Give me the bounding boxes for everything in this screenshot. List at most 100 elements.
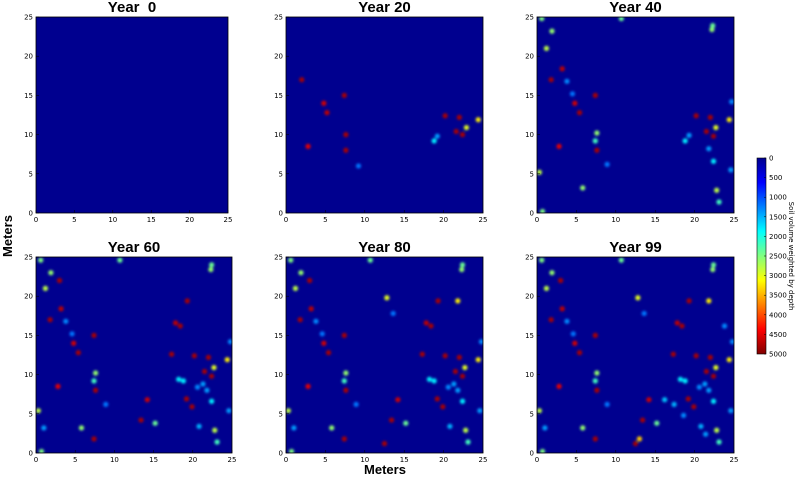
heatmap-point xyxy=(726,357,732,363)
heatmap-point xyxy=(440,404,446,410)
heatmap-point xyxy=(580,425,586,431)
heatmap-point xyxy=(75,350,81,356)
heatmap-point xyxy=(208,266,214,273)
heatmap-point xyxy=(559,66,565,72)
heatmap-point xyxy=(447,423,453,429)
heatmap-hotspots xyxy=(537,17,734,213)
x-tick-label: 25 xyxy=(224,216,233,224)
heatmap-point xyxy=(670,351,676,357)
heatmap-hotspots xyxy=(537,257,734,453)
heatmap-point xyxy=(592,332,598,338)
heatmap-point xyxy=(71,340,77,346)
heatmap-point xyxy=(291,425,297,431)
heatmap-point xyxy=(459,132,466,138)
x-tick-label: 10 xyxy=(360,216,369,224)
x-tick-label: 5 xyxy=(574,456,578,464)
heatmap-point xyxy=(594,370,600,376)
heatmap-point xyxy=(592,378,598,384)
heatmap-point xyxy=(703,368,710,375)
heatmap-point xyxy=(442,113,448,119)
heatmap-point xyxy=(459,398,466,404)
heatmap-point xyxy=(477,408,483,414)
heatmap-point xyxy=(305,383,311,389)
x-tick-label: 25 xyxy=(479,456,488,464)
heatmap-point xyxy=(431,378,437,384)
heatmap-point xyxy=(403,420,409,426)
x-tick-label: 25 xyxy=(730,216,739,224)
heatmap-point xyxy=(680,412,687,418)
heatmap-point xyxy=(91,332,97,338)
heatmap-point xyxy=(572,340,578,346)
heatmap-point xyxy=(706,387,712,393)
heatmap-point xyxy=(367,257,373,263)
axes-frame xyxy=(536,256,735,454)
heatmap-point xyxy=(390,310,396,317)
heatmap-point xyxy=(691,404,697,410)
heatmap-point xyxy=(696,384,702,390)
heatmap-point xyxy=(604,161,610,167)
x-tick-label: 15 xyxy=(149,456,158,464)
heatmap-point xyxy=(177,323,183,329)
y-tick-label: 25 xyxy=(274,14,283,22)
heatmap-point xyxy=(428,323,434,329)
subplot-6: 0 5 10 15 20 25 0 5 10 15 20 25 Year 99 xyxy=(525,239,738,464)
y-tick-label: 10 xyxy=(525,131,534,139)
heatmap-point xyxy=(426,376,433,382)
x-tick-label: 0 xyxy=(34,456,38,464)
subplot-4: 0 5 10 15 20 25 0 5 10 15 20 25 Year 60 xyxy=(24,239,236,464)
heatmap-point xyxy=(176,376,182,382)
heatmap-point xyxy=(42,285,49,291)
heatmap-point xyxy=(592,92,598,98)
heatmap-point xyxy=(103,401,109,407)
heatmap-point xyxy=(341,436,347,442)
heatmap-point xyxy=(343,387,349,393)
heatmap-point xyxy=(172,320,179,326)
heatmap-point xyxy=(686,298,692,304)
heatmap-point xyxy=(442,353,448,359)
subplot-title: Year 40 xyxy=(609,0,662,16)
colorbar: 0 500 1000 1500 2000 2500 3000 3500 4000 4500 5000… xyxy=(756,155,795,359)
heatmap-point xyxy=(548,77,554,83)
heatmap-point xyxy=(539,448,546,453)
heatmap-point xyxy=(721,323,728,329)
x-tick-label: 0 xyxy=(535,216,539,224)
x-tick-label: 20 xyxy=(690,456,699,464)
heatmap-point xyxy=(706,146,712,152)
x-tick-label: 10 xyxy=(108,216,117,224)
heatmap-point xyxy=(381,440,388,447)
y-tick-label: 20 xyxy=(525,53,534,61)
y-tick-label: 0 xyxy=(530,210,534,218)
x-tick-label: 20 xyxy=(439,216,448,224)
heatmap-point xyxy=(710,266,716,273)
y-tick-label: 20 xyxy=(274,293,283,301)
heatmap-point xyxy=(319,331,325,337)
heatmap-point xyxy=(592,138,598,144)
heatmap-point xyxy=(710,262,717,268)
y-tick-label: 20 xyxy=(24,53,33,61)
x-tick-label: 10 xyxy=(110,456,119,464)
heatmap-point xyxy=(707,354,713,360)
heatmap-point xyxy=(194,384,201,390)
heatmap-point xyxy=(558,277,564,284)
heatmap-point xyxy=(299,77,305,83)
heatmap-point xyxy=(452,368,459,375)
heatmap-point xyxy=(69,331,75,337)
heatmap-point xyxy=(682,378,688,384)
heatmap-point xyxy=(434,133,440,139)
colorbar-label: Soil volume weighted by depth xyxy=(787,202,795,311)
x-tick-label: 20 xyxy=(188,456,197,464)
subplot-title: Year 99 xyxy=(609,239,662,256)
heatmap-point xyxy=(205,354,212,360)
heatmap-point xyxy=(183,396,190,402)
heatmap-point xyxy=(618,17,624,22)
heatmap-point xyxy=(710,158,717,164)
heatmap-point xyxy=(703,128,710,135)
heatmap-point xyxy=(184,298,190,304)
heatmap-point xyxy=(313,318,319,324)
heatmap-point xyxy=(714,187,720,193)
subplot-2: 0 5 10 15 20 25 0 5 10 15 20 25 Year 20 xyxy=(274,0,487,224)
heatmap-point xyxy=(307,277,313,284)
y-tick-label: 0 xyxy=(29,210,33,218)
x-tick-label: 20 xyxy=(439,456,448,464)
heatmap-point xyxy=(475,117,481,123)
